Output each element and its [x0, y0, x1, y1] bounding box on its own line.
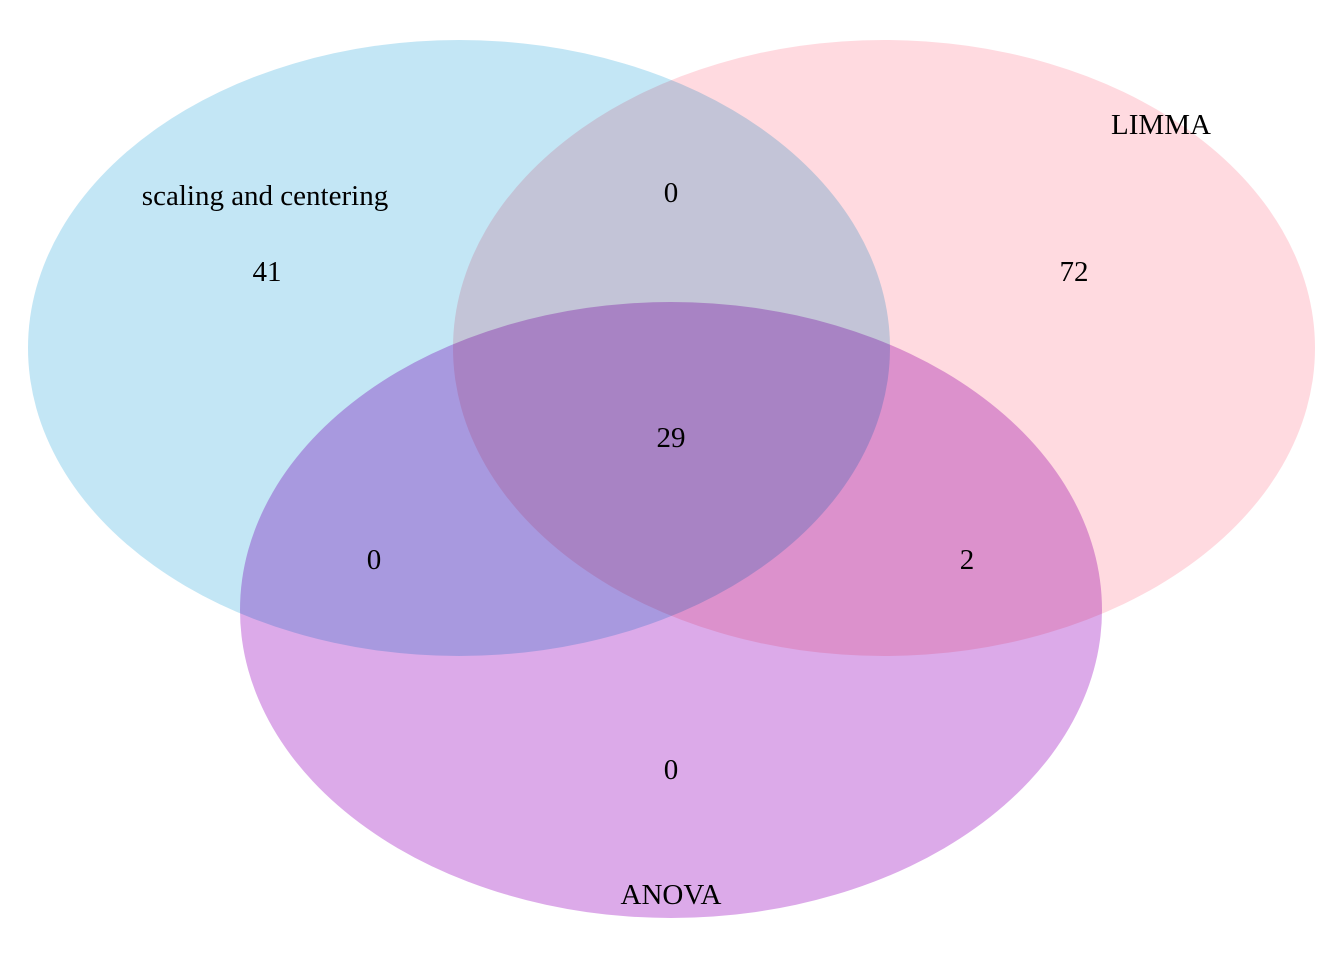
count-limma-anova: 2 [960, 544, 975, 576]
count-scaling-anova: 0 [367, 544, 382, 576]
set-label-limma: LIMMA [1111, 109, 1211, 141]
count-limma-only: 72 [1060, 256, 1089, 288]
count-scaling-only: 41 [253, 256, 282, 288]
count-anova-only: 0 [664, 754, 679, 786]
set-label-scaling: scaling and centering [142, 180, 388, 212]
count-scaling-limma: 0 [664, 177, 679, 209]
count-all-three: 29 [657, 422, 686, 454]
set-anova-ellipse [240, 302, 1102, 918]
set-label-anova: ANOVA [621, 879, 722, 911]
